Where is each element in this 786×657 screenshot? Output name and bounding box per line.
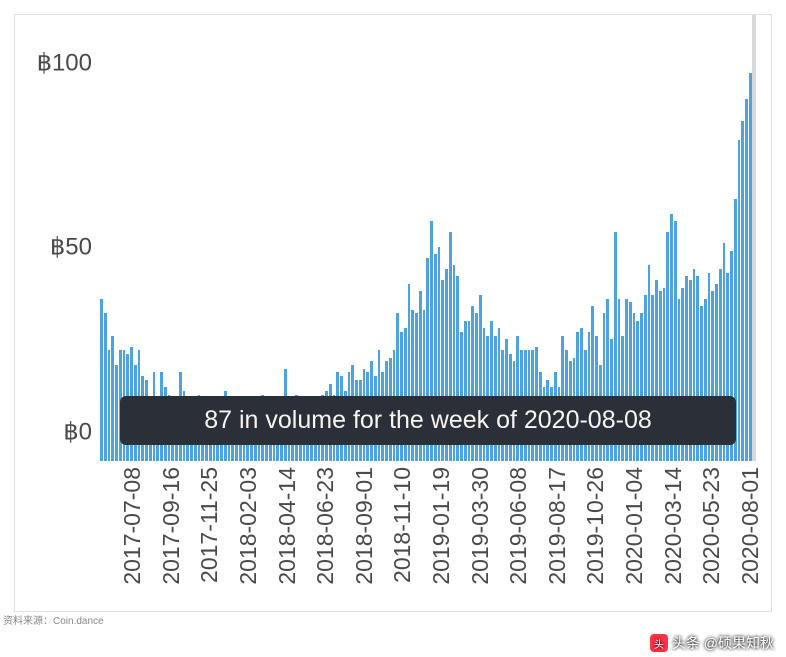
bar[interactable] [745, 99, 748, 461]
bar[interactable] [108, 350, 111, 461]
x-tick-label: 2018-09-01 [351, 467, 378, 585]
bar[interactable] [738, 140, 741, 461]
x-tick-label: 2018-04-14 [274, 467, 301, 585]
x-tick-label: 2019-01-19 [428, 467, 455, 585]
toutiao-icon: 头 [650, 634, 668, 652]
toutiao-icon-glyph: 头 [654, 636, 664, 651]
x-tick-label: 2017-09-16 [158, 467, 185, 585]
x-tick-label: 2020-08-01 [737, 467, 764, 585]
tooltip: 87 in volume for the week of 2020-08-08 [120, 396, 737, 445]
x-tick-label: 2019-08-17 [544, 467, 571, 585]
plot-area: 87 in volume for the week of 2020-08-08 [100, 55, 756, 461]
x-tick-label: 2019-10-26 [582, 467, 609, 585]
x-tick-label: 2020-05-23 [698, 467, 725, 585]
x-tick-label: 2019-03-30 [467, 467, 494, 585]
bar[interactable] [749, 73, 752, 461]
tooltip-text: 87 in volume for the week of 2020-08-08 [204, 406, 652, 434]
y-tick-label: ฿100 [37, 48, 92, 77]
x-tick-label: 2017-07-08 [119, 467, 146, 585]
x-tick-label: 2020-01-04 [621, 467, 648, 585]
y-tick-label: ฿50 [50, 233, 92, 262]
x-tick-label: 2020-03-14 [660, 467, 687, 585]
x-tick-label: 2017-11-25 [196, 467, 223, 583]
bar[interactable] [104, 313, 107, 461]
x-tick-label: 2018-02-03 [235, 467, 262, 585]
chart-container: ฿0 ฿50 ฿100 87 in volume for the week of 2… [14, 14, 772, 612]
watermark-text: 头条 @硕果知秋 [672, 633, 774, 653]
y-tick-label: ฿0 [63, 418, 92, 447]
bar[interactable] [741, 121, 744, 461]
bar[interactable] [100, 299, 103, 461]
x-tick-label: 2018-11-10 [389, 467, 416, 583]
source-text: 资料来源：Coin.dance [3, 616, 104, 627]
watermark: 头 头条 @硕果知秋 [650, 633, 774, 653]
x-axis: 2017-07-08 2017-09-16 2017-11-25 2018-02-03… [100, 461, 756, 611]
x-tick-label: 2018-06-23 [312, 467, 339, 585]
source-label: 资料来源：Coin.dance [3, 612, 104, 627]
bar[interactable] [111, 336, 114, 461]
y-axis: ฿0฿50฿100 [15, 55, 100, 461]
x-tick-label: 2019-06-08 [505, 467, 532, 585]
bar[interactable] [115, 365, 118, 461]
bar[interactable] [753, 140, 756, 461]
